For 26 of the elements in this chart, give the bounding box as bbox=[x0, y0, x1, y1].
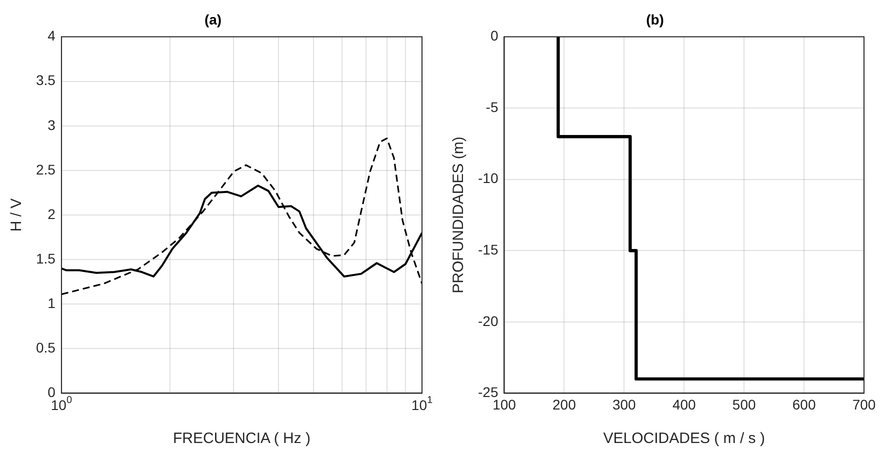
y-axis-title: PROFUNDIDADES (m) bbox=[450, 136, 468, 294]
x-axis-title: VELOCIDADES ( m / s ) bbox=[603, 430, 765, 448]
x-tick-label: 500 bbox=[732, 396, 756, 412]
y-tick-label: 1.5 bbox=[36, 250, 56, 266]
y-tick-label: 2.5 bbox=[36, 161, 56, 178]
y-tick-label: 2 bbox=[48, 206, 56, 222]
x-axis-title: FRECUENCIA ( Hz ) bbox=[172, 430, 310, 448]
x-tick-label: 300 bbox=[612, 396, 636, 412]
x-tick-label: 200 bbox=[552, 396, 576, 412]
y-tick-label: 3 bbox=[48, 116, 56, 133]
y-tick-label: 0.5 bbox=[36, 340, 56, 356]
y-tick-label: -15 bbox=[478, 242, 498, 258]
y-tick-label: -20 bbox=[478, 312, 498, 329]
x-tick-label: 600 bbox=[792, 396, 816, 412]
y-axis-title: H / V bbox=[8, 198, 26, 232]
y-tick-label: 1 bbox=[48, 294, 56, 311]
y-tick-label: 0 bbox=[490, 28, 498, 44]
y-tick-label: 4 bbox=[48, 28, 56, 44]
chart-title: (b) bbox=[646, 11, 664, 28]
y-tick-label: -5 bbox=[486, 98, 498, 115]
y-tick-label: 3.5 bbox=[36, 72, 56, 88]
chart-title: (a) bbox=[204, 11, 222, 28]
y-tick-label: -10 bbox=[478, 170, 498, 186]
y-tick-label: 0 bbox=[48, 384, 56, 400]
x-tick-label: 400 bbox=[672, 396, 696, 412]
x-tick-label: 700 bbox=[852, 396, 876, 412]
